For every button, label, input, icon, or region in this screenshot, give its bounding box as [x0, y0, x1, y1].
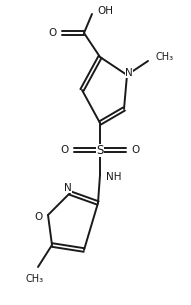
Text: O: O [61, 145, 69, 155]
Text: CH₃: CH₃ [26, 274, 44, 284]
Text: N: N [125, 68, 133, 78]
Text: N: N [64, 183, 72, 193]
Text: O: O [49, 28, 57, 38]
Text: OH: OH [97, 6, 113, 16]
Text: S: S [96, 143, 104, 156]
Text: O: O [35, 212, 43, 222]
Text: CH₃: CH₃ [156, 52, 174, 62]
Text: O: O [131, 145, 139, 155]
Text: NH: NH [106, 172, 121, 182]
